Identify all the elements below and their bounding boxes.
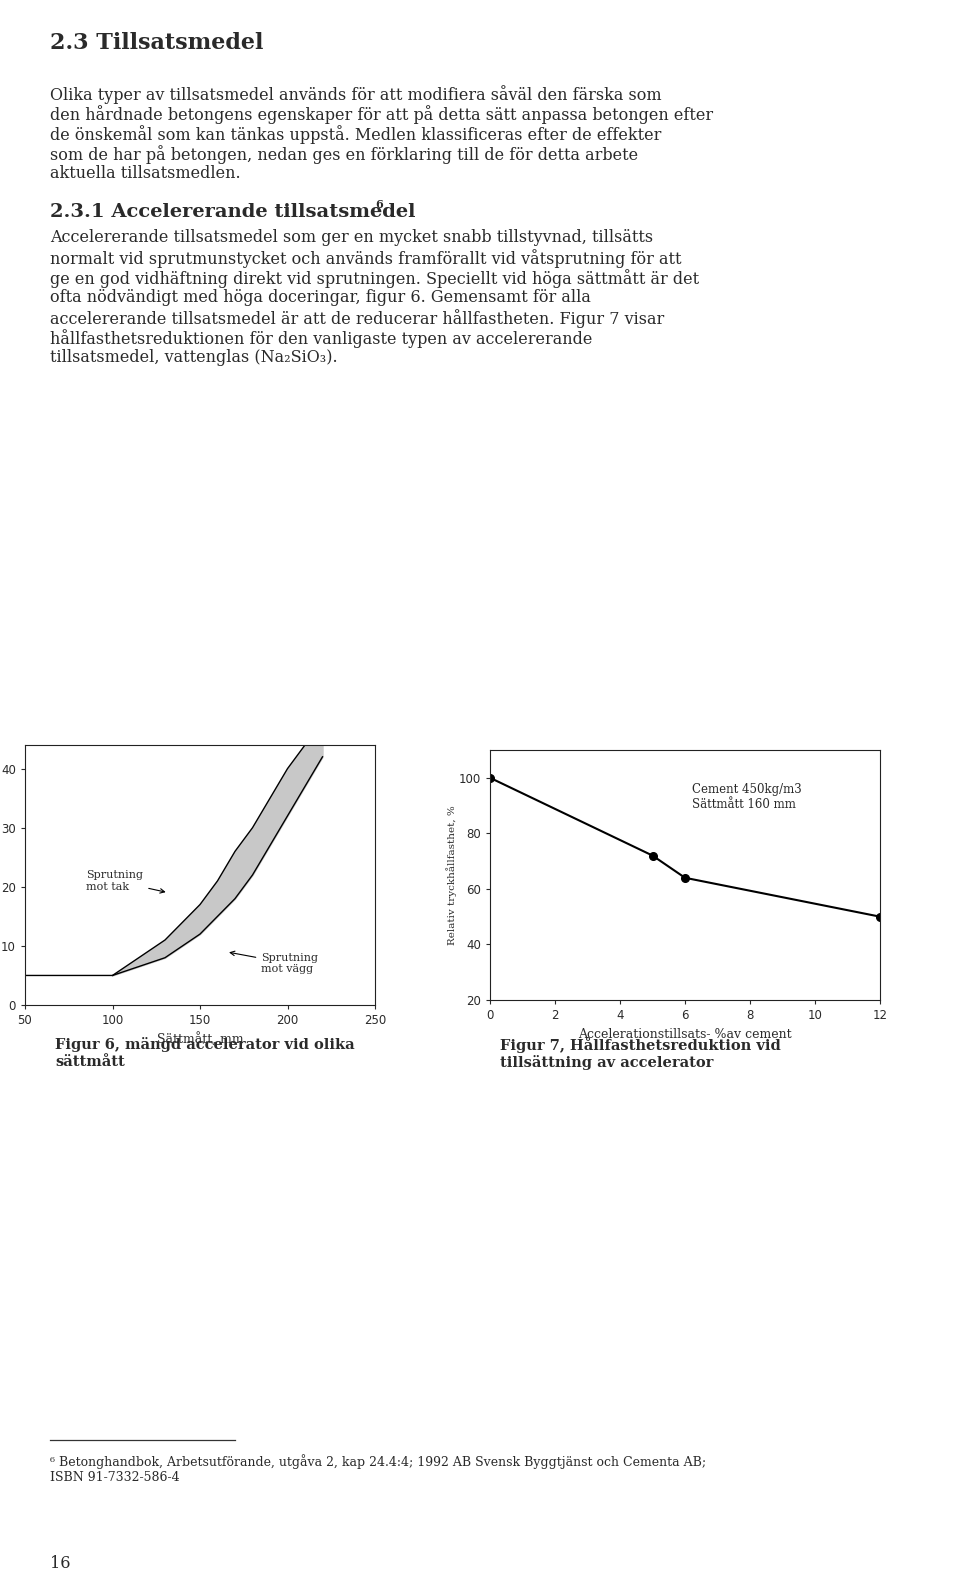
Text: de önskemål som kan tänkas uppstå. Medlen klassificeras efter de effekter: de önskemål som kan tänkas uppstå. Medle… bbox=[50, 126, 661, 145]
Text: den hårdnade betongens egenskaper för att på detta sätt anpassa betongen efter: den hårdnade betongens egenskaper för at… bbox=[50, 105, 713, 124]
Y-axis label: Relativ tryckhållfasthet, %: Relativ tryckhållfasthet, % bbox=[446, 805, 457, 944]
Text: 2.3.1 Accelererande tillsatsmedel: 2.3.1 Accelererande tillsatsmedel bbox=[50, 204, 416, 221]
Text: aktuella tillsatsmedlen.: aktuella tillsatsmedlen. bbox=[50, 165, 241, 181]
Text: ISBN 91-7332-586-4: ISBN 91-7332-586-4 bbox=[50, 1471, 180, 1483]
Text: hållfasthetsreduktionen för den vanligaste typen av accelererande: hållfasthetsreduktionen för den vanligas… bbox=[50, 329, 592, 348]
Text: som de har på betongen, nedan ges en förklaring till de för detta arbete: som de har på betongen, nedan ges en för… bbox=[50, 145, 638, 164]
Text: Accelererande tillsatsmedel som ger en mycket snabb tillstyvnad, tillsätts: Accelererande tillsatsmedel som ger en m… bbox=[50, 229, 653, 246]
Text: 6: 6 bbox=[375, 199, 383, 210]
X-axis label: Accelerationstillsats- %av cement: Accelerationstillsats- %av cement bbox=[578, 1027, 792, 1040]
Text: ge en god vidhäftning direkt vid sprutningen. Speciellt vid höga sättmått är det: ge en god vidhäftning direkt vid sprutni… bbox=[50, 269, 699, 288]
Text: Figur 7, Hållfasthetsreduktion vid: Figur 7, Hållfasthetsreduktion vid bbox=[500, 1037, 780, 1053]
Text: 2.3 Tillsatsmedel: 2.3 Tillsatsmedel bbox=[50, 32, 263, 54]
Text: Olika typer av tillsatsmedel används för att modifiera såväl den färska som: Olika typer av tillsatsmedel används för… bbox=[50, 84, 661, 103]
Text: accelererande tillsatsmedel är att de reducerar hållfastheten. Figur 7 visar: accelererande tillsatsmedel är att de re… bbox=[50, 308, 664, 328]
Text: tillsatsmedel, vattenglas (Na₂SiO₃).: tillsatsmedel, vattenglas (Na₂SiO₃). bbox=[50, 348, 338, 366]
Text: Sprutning
mot tak: Sprutning mot tak bbox=[86, 870, 164, 894]
Text: ofta nödvändigt med höga doceringar, figur 6. Gemensamt för alla: ofta nödvändigt med höga doceringar, fig… bbox=[50, 289, 590, 305]
Text: tillsättning av accelerator: tillsättning av accelerator bbox=[500, 1056, 713, 1070]
Text: Cement 450kg/m3
Sättmått 160 mm: Cement 450kg/m3 Sättmått 160 mm bbox=[691, 784, 802, 811]
Text: normalt vid sprutmunstycket och används framförallt vid våtsprutning för att: normalt vid sprutmunstycket och används … bbox=[50, 250, 682, 267]
Text: Figur 6, mängd accelerator vid olika: Figur 6, mängd accelerator vid olika bbox=[55, 1037, 354, 1053]
Text: 16: 16 bbox=[50, 1555, 70, 1573]
X-axis label: Sättmått, mm: Sättmått, mm bbox=[156, 1032, 243, 1046]
Text: ⁶ Betonghandbok, Arbetsutförande, utgåva 2, kap 24.4:4; 1992 AB Svensk Byggtjäns: ⁶ Betonghandbok, Arbetsutförande, utgåva… bbox=[50, 1453, 707, 1469]
Text: Sprutning
mot vägg: Sprutning mot vägg bbox=[230, 951, 319, 975]
Text: sättmått: sättmått bbox=[55, 1056, 125, 1068]
